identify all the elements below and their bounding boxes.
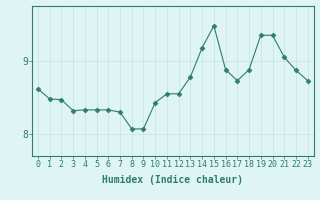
X-axis label: Humidex (Indice chaleur): Humidex (Indice chaleur) [102,175,243,185]
